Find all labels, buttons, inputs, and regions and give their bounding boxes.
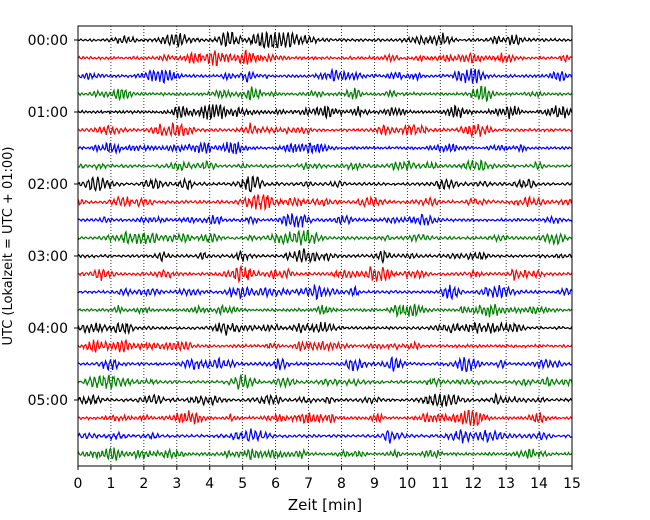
x-tick-label: 2 [139, 476, 148, 492]
trace-line [77, 321, 573, 336]
x-tick-label: 10 [398, 476, 416, 492]
trace-line [77, 338, 573, 353]
x-tick-label: 12 [464, 476, 482, 492]
trace-line [77, 356, 573, 373]
x-tick-label: 11 [431, 476, 449, 492]
trace-line [77, 428, 573, 444]
x-tick-label: 5 [238, 476, 247, 492]
seismic-traces [77, 30, 573, 461]
y-axis-label: UTC (Lokalzeit = UTC + 01:00) [1, 147, 16, 346]
x-tick-label: 4 [205, 476, 214, 492]
y-tick-label: 01:00 [28, 105, 68, 121]
trace-line [77, 392, 573, 408]
trace-line [77, 284, 573, 301]
y-axis-ticks: 00:00 01:00 02:00 03:00 04:00 05:00 [28, 33, 78, 409]
y-tick-label: 04:00 [28, 321, 68, 337]
x-tick-label: 15 [563, 476, 581, 492]
trace-line [77, 30, 573, 49]
trace-line [77, 194, 573, 212]
trace-line [77, 213, 573, 228]
trace-line [77, 446, 573, 461]
trace-line [77, 104, 573, 121]
trace-line [77, 122, 573, 139]
trace-line [77, 303, 573, 319]
trace-line [77, 67, 573, 85]
x-tick-label: 8 [337, 476, 346, 492]
x-tick-label: 1 [106, 476, 115, 492]
trace-line [77, 248, 573, 265]
y-tick-label: 02:00 [28, 177, 68, 193]
grid-lines [110, 26, 540, 466]
trace-line [77, 374, 573, 391]
trace-line [77, 264, 573, 284]
trace-line [77, 141, 573, 155]
x-tick-label: 0 [74, 476, 83, 492]
trace-line [77, 409, 573, 426]
trace-line [77, 175, 573, 193]
y-tick-label: 03:00 [28, 249, 68, 265]
trace-line [77, 49, 573, 67]
x-tick-label: 6 [271, 476, 280, 492]
trace-line [77, 85, 573, 103]
x-tick-label: 13 [497, 476, 515, 492]
trace-line [77, 158, 573, 172]
x-axis-label: Zeit [min] [288, 496, 362, 514]
y-tick-label: 05:00 [28, 393, 68, 409]
x-tick-label: 14 [530, 476, 548, 492]
x-tick-label: 3 [172, 476, 181, 492]
y-tick-label: 00:00 [28, 33, 68, 49]
x-tick-label: 7 [304, 476, 313, 492]
plot-frame [77, 25, 573, 467]
x-axis-ticks: 0 1 2 3 4 5 6 7 8 9 10 11 12 13 14 15 [74, 466, 581, 492]
trace-line [77, 229, 573, 246]
x-tick-label: 9 [370, 476, 379, 492]
